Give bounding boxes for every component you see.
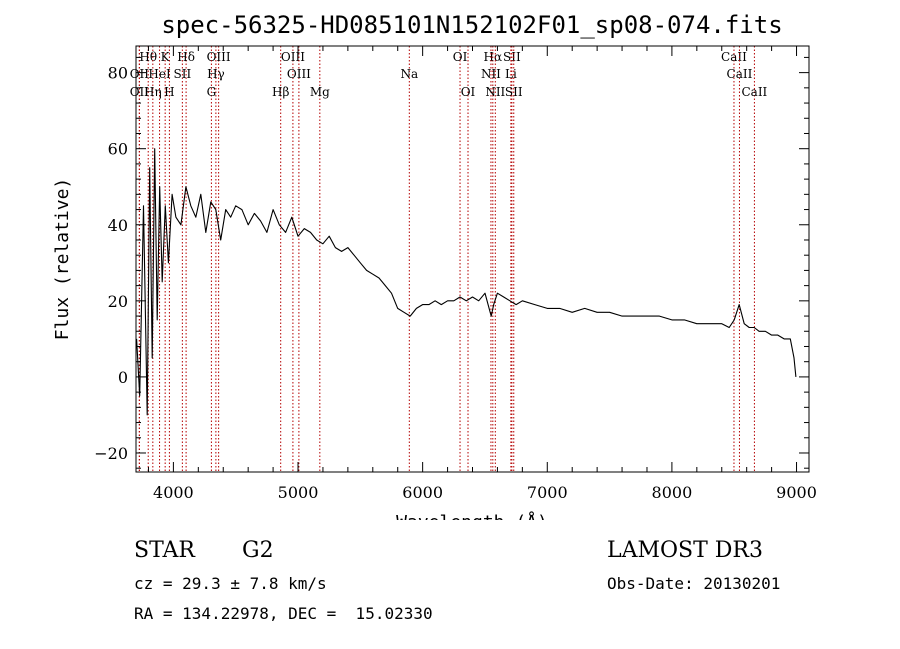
x-axis-label: Wavelength (Å) — [396, 511, 548, 520]
line-marker-label: OI — [461, 85, 476, 99]
line-marker-label: SII — [174, 67, 192, 81]
y-axis-label: Flux (relative) — [52, 178, 73, 341]
line-marker-label: CaII — [721, 50, 747, 64]
line-marker-label: K — [161, 50, 171, 64]
line-marker-label: CaII — [741, 85, 767, 99]
y-tick-label: 0 — [118, 368, 128, 387]
line-marker-label: Hη — [144, 85, 162, 99]
chart-title: spec-56325-HD085101N152102F01_sp08-074.f… — [161, 11, 782, 39]
x-tick-label: 6000 — [402, 483, 443, 502]
line-marker-label: NII — [481, 67, 501, 81]
x-tick-label: 8000 — [652, 483, 693, 502]
x-tick-label: 9000 — [776, 483, 817, 502]
line-marker-label: Hδ — [177, 50, 195, 64]
line-marker-label: SII — [505, 85, 523, 99]
object-class: STAR — [134, 538, 195, 563]
line-marker-label: OII — [130, 85, 150, 99]
y-tick-label: −20 — [94, 444, 128, 463]
x-tick-label: 5000 — [278, 483, 319, 502]
line-marker-label: Li — [505, 67, 517, 81]
x-tick-label: 7000 — [527, 483, 568, 502]
line-marker-label: G — [207, 85, 217, 99]
line-marker-label: OIII — [287, 67, 311, 81]
line-marker-label: OIII — [281, 50, 305, 64]
line-marker-label: Hθ — [139, 50, 157, 64]
line-marker-label: SII — [503, 50, 521, 64]
line-marker-label: CaII — [727, 67, 753, 81]
spectrum-chart: spec-56325-HD085101N152102F01_sp08-074.f… — [52, 11, 817, 533]
redshift-cz: cz = 29.3 ± 7.8 km/s — [134, 574, 327, 593]
line-marker-label: Na — [400, 67, 418, 81]
line-marker-label: Hβ — [272, 85, 289, 99]
axis-ticks: 4000 5000 6000 7000 8000 9000 −20 0 20 40 60 80 — [94, 46, 817, 502]
series-layer — [136, 148, 797, 416]
line-marker-label: NII — [485, 85, 505, 99]
coordinates: RA = 134.22978, DEC = 15.02330 — [134, 604, 433, 623]
line-marker-label: OI — [453, 50, 468, 64]
line-marker-label: H — [164, 85, 174, 99]
line-marker-label: HeI — [148, 67, 171, 81]
y-tick-label: 80 — [108, 64, 128, 83]
spectral-subclass: G2 — [242, 538, 274, 563]
line-marker-label: OIII — [207, 50, 231, 64]
line-marker-label: Hγ — [207, 67, 225, 81]
y-tick-label: 40 — [108, 216, 128, 235]
line-marker-label: Hα — [484, 50, 503, 64]
x-tick-label: 4000 — [153, 483, 194, 502]
observation-date: Obs-Date: 20130201 — [607, 574, 781, 593]
y-tick-label: 60 — [108, 140, 128, 159]
survey-name: LAMOST DR3 — [607, 538, 763, 563]
series-flux — [136, 148, 797, 416]
line-marker-label: Mg — [310, 85, 330, 99]
plot-frame — [135, 45, 810, 473]
y-tick-label: 20 — [108, 292, 128, 311]
